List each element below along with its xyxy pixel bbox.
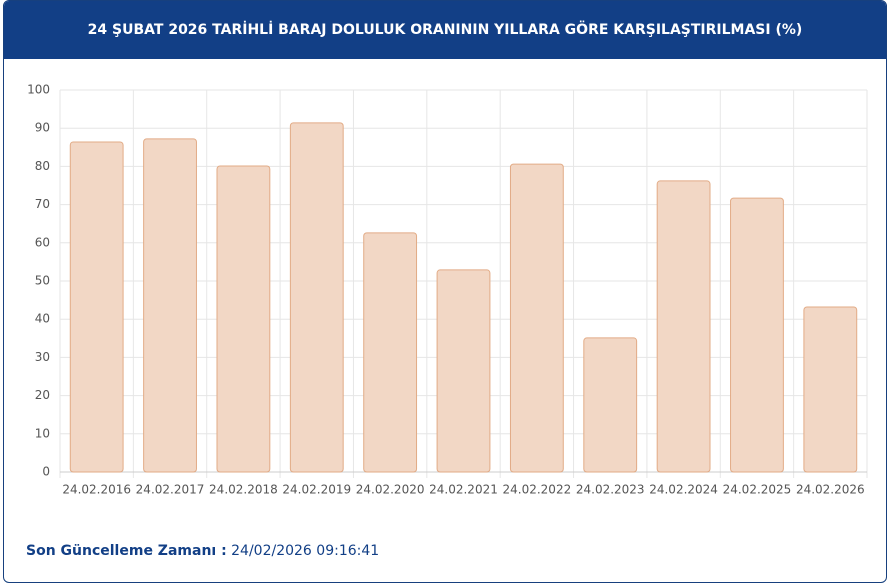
x-tick-label: 24.02.2022 <box>503 483 572 497</box>
bar <box>289 122 344 473</box>
x-tick-label: 24.02.2017 <box>136 483 205 497</box>
bar <box>363 232 418 473</box>
y-tick-label: 40 <box>35 312 50 326</box>
update-time: 24/02/2026 09:16:41 <box>231 543 380 559</box>
bar <box>143 138 197 473</box>
x-tick-label: 24.02.2021 <box>429 483 498 497</box>
y-tick-label: 60 <box>35 235 50 249</box>
bar <box>216 165 271 473</box>
y-tick-label: 10 <box>35 426 50 440</box>
chart: 0 10 20 30 40 50 60 70 80 90 100 24.02.2016 24.02.20… <box>27 83 868 497</box>
x-tick-label: 24.02.2023 <box>576 483 645 497</box>
x-tick-label: 24.02.2024 <box>649 483 718 497</box>
bar <box>803 306 858 473</box>
x-tick-label: 24.02.2025 <box>723 483 792 497</box>
update-label: Son Güncelleme Zamanı : <box>26 543 227 559</box>
y-tick-label: 20 <box>35 388 50 402</box>
y-tick-label: 0 <box>42 465 50 479</box>
bar <box>656 180 711 473</box>
bar <box>69 141 124 473</box>
bar <box>509 163 564 473</box>
y-tick-label: 50 <box>35 274 50 288</box>
card: 24 ŞUBAT 2026 TARİHLİ BARAJ DOLULUK ORAN… <box>3 0 887 583</box>
y-tick-label: 80 <box>35 159 50 173</box>
bar <box>730 197 784 473</box>
y-tick-label: 70 <box>35 197 50 211</box>
x-tick-label: 24.02.2020 <box>356 483 425 497</box>
x-tick-label: 24.02.2016 <box>62 483 131 497</box>
x-tick-label: 24.02.2018 <box>209 483 278 497</box>
bar <box>436 269 491 473</box>
x-tick-label: 24.02.2019 <box>282 483 351 497</box>
bar <box>583 337 638 473</box>
y-tick-label: 90 <box>35 121 50 135</box>
y-tick-label: 30 <box>35 350 50 364</box>
x-tick-label: 24.02.2026 <box>796 483 865 497</box>
chart-title: 24 ŞUBAT 2026 TARİHLİ BARAJ DOLULUK ORAN… <box>4 1 886 59</box>
footer: Son Güncelleme Zamanı : 24/02/2026 09:16… <box>26 543 379 559</box>
y-tick-label: 100 <box>27 83 50 97</box>
